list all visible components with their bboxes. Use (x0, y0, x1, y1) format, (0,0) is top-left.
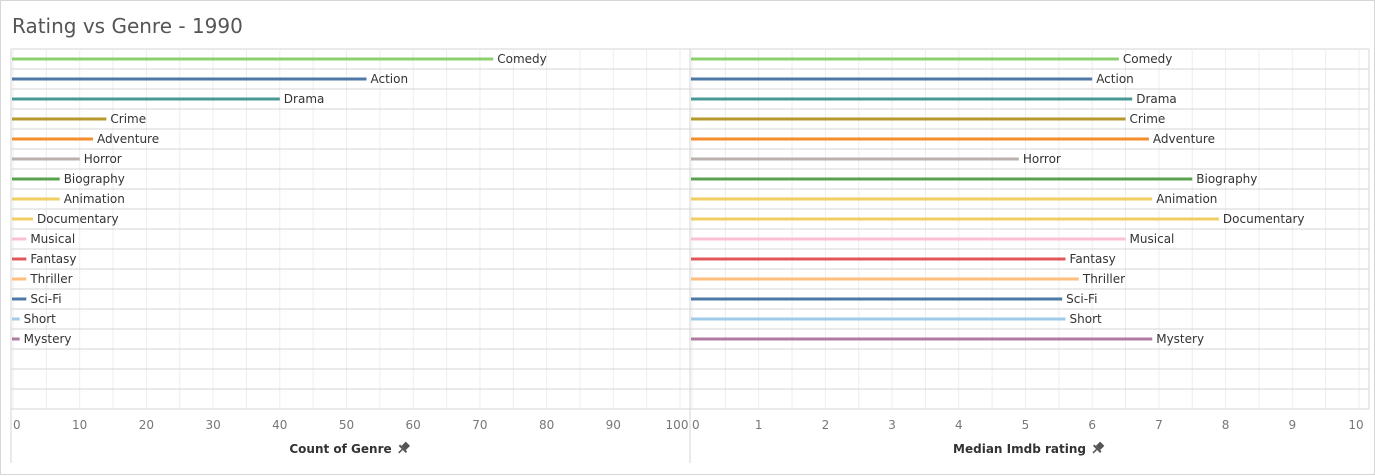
panel-1-axis-title: Count of Genre (289, 442, 391, 456)
panel-2-bar-label: Thriller (1082, 272, 1125, 286)
panel-2-bar-label: Horror (1023, 152, 1061, 166)
panel-1-tick-label: 100 (666, 418, 689, 432)
panel-1-bar-label: Mystery (24, 332, 72, 346)
panel-2-tick-label: 10 (1348, 418, 1363, 432)
panel-2-tick-label: 8 (1222, 418, 1230, 432)
panel-2-tick-label: 7 (1155, 418, 1163, 432)
panel-2-bar-label: Adventure (1153, 132, 1215, 146)
panel-1-bar-label: Documentary (37, 212, 119, 226)
panel-2-tick-label: 3 (888, 418, 896, 432)
panel-1-tick-label: 0 (13, 418, 21, 432)
panel-2-bar-label: Crime (1130, 112, 1166, 126)
pin-icon-needle (1092, 448, 1098, 454)
panel-1-pin-icon[interactable] (395, 440, 411, 456)
panel-1-bar-label: Crime (110, 112, 146, 126)
panel-2-tick-label: 9 (1288, 418, 1296, 432)
panel-2-tick-label: 2 (822, 418, 830, 432)
panel-2-bar-label: Animation (1156, 192, 1217, 206)
panel-1-bar-label: Sci-Fi (30, 292, 61, 306)
panel-2-tick-label: 0 (692, 418, 700, 432)
panel-2-bar-label: Fantasy (1070, 252, 1116, 266)
panel-2-tick-label: 4 (955, 418, 963, 432)
panel-1-bar-label: Short (24, 312, 56, 326)
panel-2-bar-label: Musical (1130, 232, 1175, 246)
panel-2-bar-label: Documentary (1223, 212, 1305, 226)
panel-1-bar-label: Adventure (97, 132, 159, 146)
panel-1-bar-label: Animation (64, 192, 125, 206)
panel-2-tick-label: 6 (1088, 418, 1096, 432)
panel-2-bar-label: Sci-Fi (1066, 292, 1097, 306)
panel-2-pin-icon[interactable] (1089, 440, 1105, 456)
panel-1-bar-label: Comedy (497, 52, 547, 66)
panel-2-bar-label: Action (1096, 72, 1134, 86)
panel-2-bar-label: Short (1070, 312, 1102, 326)
panel-2-axis-title: Median Imdb rating (953, 442, 1086, 456)
panel-2-bar-label: Drama (1136, 92, 1177, 106)
pin-icon-base (398, 444, 408, 453)
panel-1-tick-label: 50 (339, 418, 354, 432)
pin-icon-needle (398, 448, 403, 454)
panel-1-bar-label: Horror (84, 152, 122, 166)
panel-1-tick-label: 70 (472, 418, 487, 432)
panel-2-bar-label: Comedy (1123, 52, 1173, 66)
panel-1-bar-label: Drama (284, 92, 325, 106)
panel-1-tick-label: 10 (72, 418, 87, 432)
panel-1-bar-label: Action (371, 72, 409, 86)
panel-1-bar-label: Fantasy (30, 252, 76, 266)
panel-1-tick-label: 40 (272, 418, 287, 432)
panel-1-tick-label: 90 (606, 418, 621, 432)
pin-icon-base (1093, 444, 1102, 453)
panel-2-bar-label: Mystery (1156, 332, 1204, 346)
panel-1-tick-label: 60 (406, 418, 421, 432)
panel-2-tick-label: 1 (755, 418, 763, 432)
panel-2-bar-label: Biography (1196, 172, 1257, 186)
panel-1-tick-label: 30 (205, 418, 220, 432)
page-title: Rating vs Genre - 1990 (12, 14, 243, 38)
panel-2-tick-label: 5 (1022, 418, 1030, 432)
panel-1-bar-label: Biography (64, 172, 125, 186)
panel-1-bar-label: Musical (30, 232, 75, 246)
panel-1-tick-label: 80 (539, 418, 554, 432)
panel-1-bar-label: Thriller (29, 272, 72, 286)
panel-1-tick-label: 20 (139, 418, 154, 432)
